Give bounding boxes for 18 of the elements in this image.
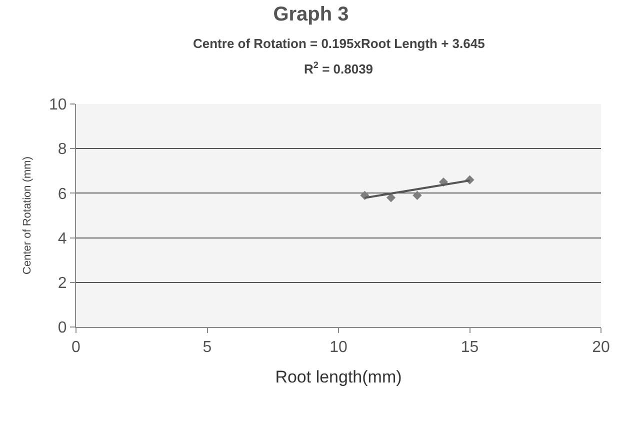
chart-subtitle: Centre of Rotation = 0.195xRoot Length + 3.645	[193, 36, 485, 51]
point	[412, 190, 422, 200]
chart-title: Graph 3	[273, 4, 349, 26]
y-tick-label: 6	[58, 186, 67, 203]
y-tick-label: 2	[58, 275, 67, 292]
y-tick-label: 4	[58, 230, 67, 248]
point	[386, 193, 396, 202]
y-tick-label: 0	[58, 320, 67, 337]
x-tick-label: 5	[202, 339, 212, 356]
x-tick-label: 15	[460, 339, 479, 356]
text: R$^{2}$ = 0.8039	[304, 60, 374, 76]
x-tick-label: 10	[330, 339, 348, 356]
x-tick-label: 20	[592, 339, 610, 356]
y-tick-label: 8	[58, 141, 67, 158]
x-tick-label: 0	[72, 339, 81, 356]
y-tick-label: 10	[49, 96, 67, 114]
y-axis-title: Center of Rotation (mm)	[22, 156, 34, 274]
x-axis-title: Root length(mm)	[275, 368, 402, 387]
